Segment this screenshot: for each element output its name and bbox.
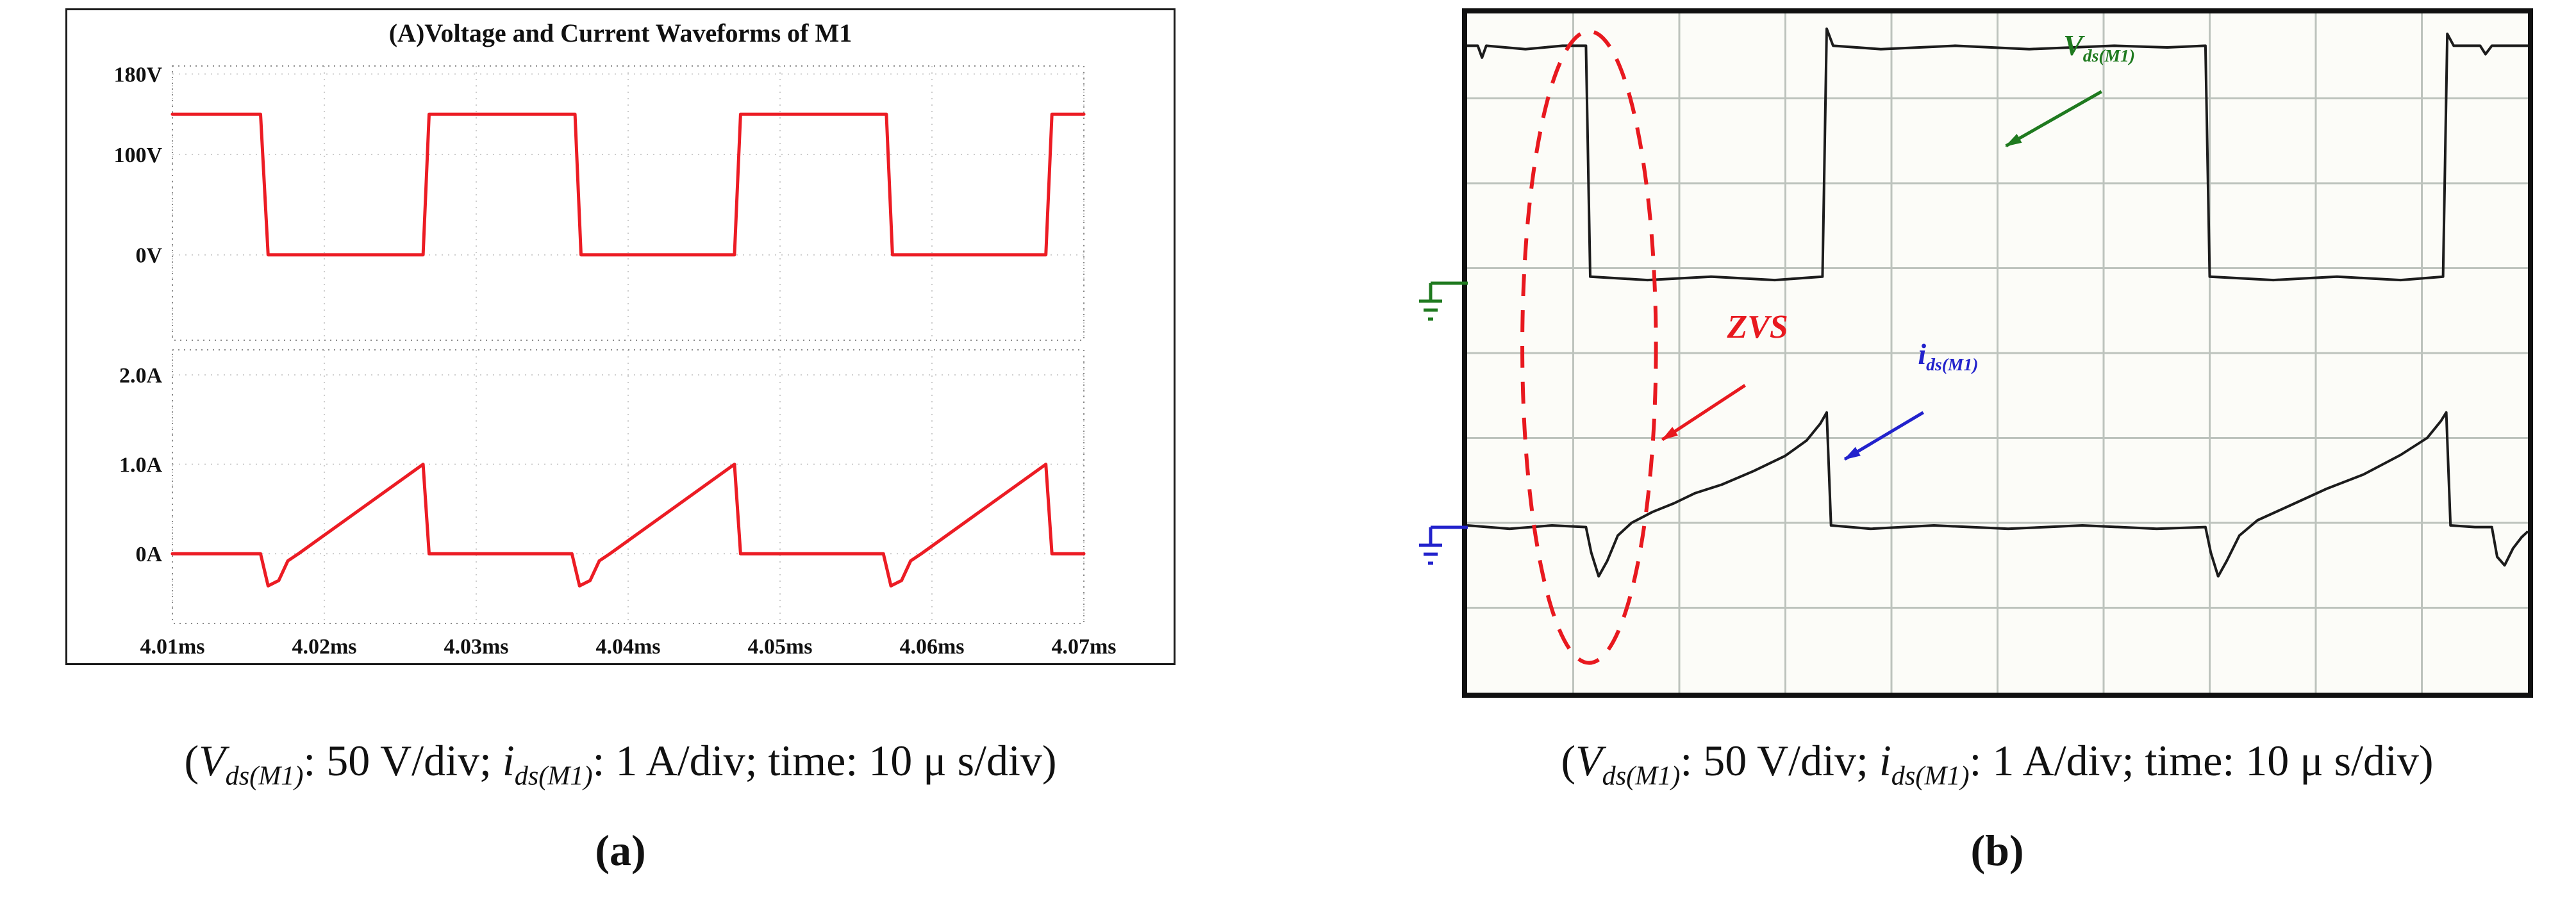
caption-i-symbol: i [502,736,515,785]
y-tick-label: 1.0A [119,454,163,477]
caption-open: ( [1561,736,1576,785]
vds-symbol: V [2063,28,2083,62]
i-label-arrow [1843,411,1924,461]
caption-open: ( [184,736,199,785]
y-tick-label: 100V [113,144,162,167]
x-tick-label: 4.04ms [595,635,660,659]
v-label-arrow [2005,90,2102,147]
simulation-panel: (A)Voltage and Current Waveforms of M1 1… [65,8,1176,665]
caption-i-scale: : 1 A/div; time: 10 μ s/div) [592,736,1057,785]
current-trace [170,463,1086,588]
simulation-plot-svg: 180V 100V 0V 2.0A 1.0A 0A 4.01ms 4.02ms 4.03ms 4.… [113,63,1116,659]
y-tick-label: 2.0A [119,364,163,388]
ids-ground-icon [1419,525,1468,565]
zvs-ellipse [1520,29,1658,665]
oscilloscope-screen [1467,13,2528,693]
caption-v-symbol: V [199,736,226,785]
plot-frame [172,65,1084,341]
x-tick-label: 4.01ms [140,635,204,659]
caption-v-scale: : 50 V/div; [1680,736,1879,785]
caption-a: (Vds(M1): 50 V/div; ids(M1): 1 A/div; ti… [184,736,1056,792]
voltage-trace [170,112,1086,257]
x-tick-label: 4.03ms [444,635,508,659]
zvs-annotation: ZVS [1727,308,1788,345]
x-tick-label: 4.06ms [899,635,964,659]
y-tick-label: 0A [135,543,162,566]
caption-v-subscript: ds(M1) [225,761,304,791]
vds-ground-icon [1419,281,1468,321]
ids-annotation: ids(M1) [1918,337,1979,374]
caption-b: (Vds(M1): 50 V/div; ids(M1): 1 A/div; ti… [1561,736,2433,792]
caption-v-subscript: ds(M1) [1602,761,1681,791]
ids-symbol: i [1918,337,1927,370]
y-tick-label: 180V [113,63,162,87]
caption-i-subscript: ds(M1) [514,761,593,791]
vds-annotation: Vds(M1) [2063,28,2136,65]
caption-i-subscript: ds(M1) [1891,761,1970,791]
figure-label-b: (b) [1970,826,2024,875]
oscilloscope-panel: ZVS Vds(M1) ids(M1) [1462,8,2533,698]
zvs-arrow [1661,384,1746,441]
x-tick-label: 4.07ms [1051,635,1116,659]
y-tick-label: 0V [135,244,162,268]
plot-frame [172,349,1084,624]
caption-i-scale: : 1 A/div; time: 10 μ s/div) [1969,736,2434,785]
vds-trace [1467,27,2528,282]
x-tick-label: 4.02ms [292,635,356,659]
x-tick-label: 4.05ms [747,635,812,659]
caption-v-symbol: V [1575,736,1602,785]
simulation-title: (A)Voltage and Current Waveforms of M1 [388,19,852,47]
caption-i-symbol: i [1879,736,1891,785]
zvs-text: ZVS [1727,308,1788,345]
ids-trace [1467,411,2528,578]
ids-subscript: ds(M1) [1926,354,1979,374]
vds-subscript: ds(M1) [2082,45,2136,65]
figure-label-a: (a) [595,826,646,875]
caption-v-scale: : 50 V/div; [303,736,503,785]
